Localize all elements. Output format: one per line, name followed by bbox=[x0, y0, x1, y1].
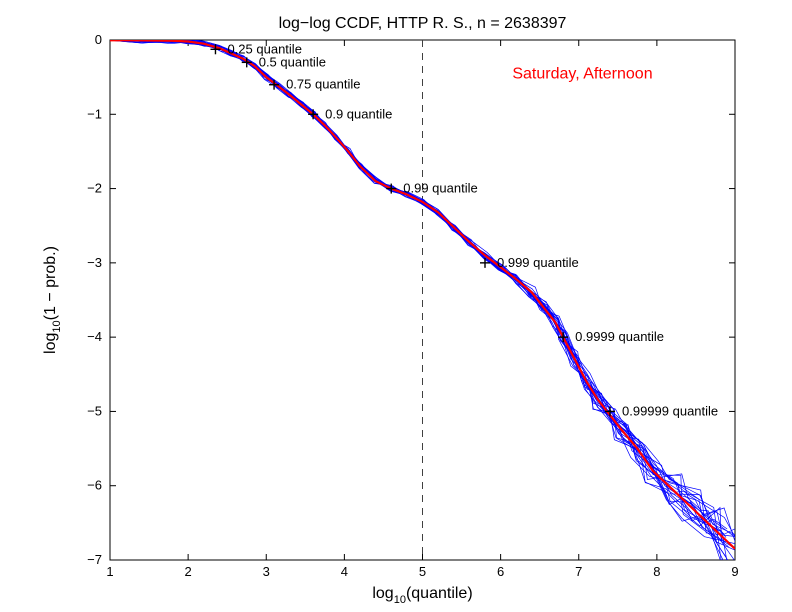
xtick-label: 5 bbox=[419, 564, 426, 579]
bootstrap-curve bbox=[110, 37, 747, 556]
bootstrap-curve bbox=[110, 39, 741, 548]
xtick-label: 1 bbox=[106, 564, 113, 579]
quantile-label: 0.99999 quantile bbox=[622, 403, 718, 418]
bootstrap-curve bbox=[110, 40, 727, 569]
quantile-label: 0.9 quantile bbox=[325, 106, 392, 121]
bootstrap-curve bbox=[110, 40, 726, 538]
quantile-label: 0.5 quantile bbox=[259, 54, 326, 69]
y-axis-label: log10(1 − prob.) bbox=[42, 246, 63, 354]
ytick-label: −7 bbox=[87, 552, 102, 567]
bootstrap-curve bbox=[110, 38, 721, 541]
xtick-label: 4 bbox=[341, 564, 348, 579]
bootstrap-curve bbox=[110, 38, 724, 571]
annotation-saturday: Saturday, Afternoon bbox=[512, 66, 652, 83]
xtick-label: 6 bbox=[497, 564, 504, 579]
ytick-label: 0 bbox=[95, 32, 102, 47]
ytick-label: −4 bbox=[87, 329, 102, 344]
xtick-label: 3 bbox=[263, 564, 270, 579]
bootstrap-curve bbox=[110, 38, 729, 547]
bootstrap-curve bbox=[110, 39, 726, 558]
bootstrap-curve bbox=[110, 39, 727, 563]
quantile-label: 0.9999 quantile bbox=[575, 329, 664, 344]
bootstrap-curve bbox=[110, 40, 723, 570]
ytick-label: −2 bbox=[87, 181, 102, 196]
chart-container: 123456789−7−6−5−4−3−2−100.25 quantile0.5… bbox=[0, 0, 792, 612]
bootstrap-curve bbox=[110, 40, 745, 572]
ytick-label: −3 bbox=[87, 255, 102, 270]
xtick-label: 7 bbox=[575, 564, 582, 579]
quantile-label: 0.99 quantile bbox=[403, 181, 477, 196]
ytick-label: −6 bbox=[87, 478, 102, 493]
ytick-label: −5 bbox=[87, 403, 102, 418]
quantile-label: 0.75 quantile bbox=[286, 77, 360, 92]
xtick-label: 9 bbox=[731, 564, 738, 579]
xtick-label: 2 bbox=[185, 564, 192, 579]
chart-title: log−log CCDF, HTTP R. S., n = 2638397 bbox=[279, 15, 567, 32]
bootstrap-curve bbox=[110, 40, 732, 566]
ytick-label: −1 bbox=[87, 106, 102, 121]
xtick-label: 8 bbox=[653, 564, 660, 579]
x-axis-label: log10(quantile) bbox=[372, 585, 472, 606]
bootstrap-curve bbox=[110, 40, 722, 540]
chart-svg: 123456789−7−6−5−4−3−2−100.25 quantile0.5… bbox=[0, 0, 792, 612]
bootstrap-curve bbox=[110, 39, 724, 544]
bootstrap-curve bbox=[110, 39, 739, 544]
quantile-label: 0.999 quantile bbox=[497, 255, 579, 270]
